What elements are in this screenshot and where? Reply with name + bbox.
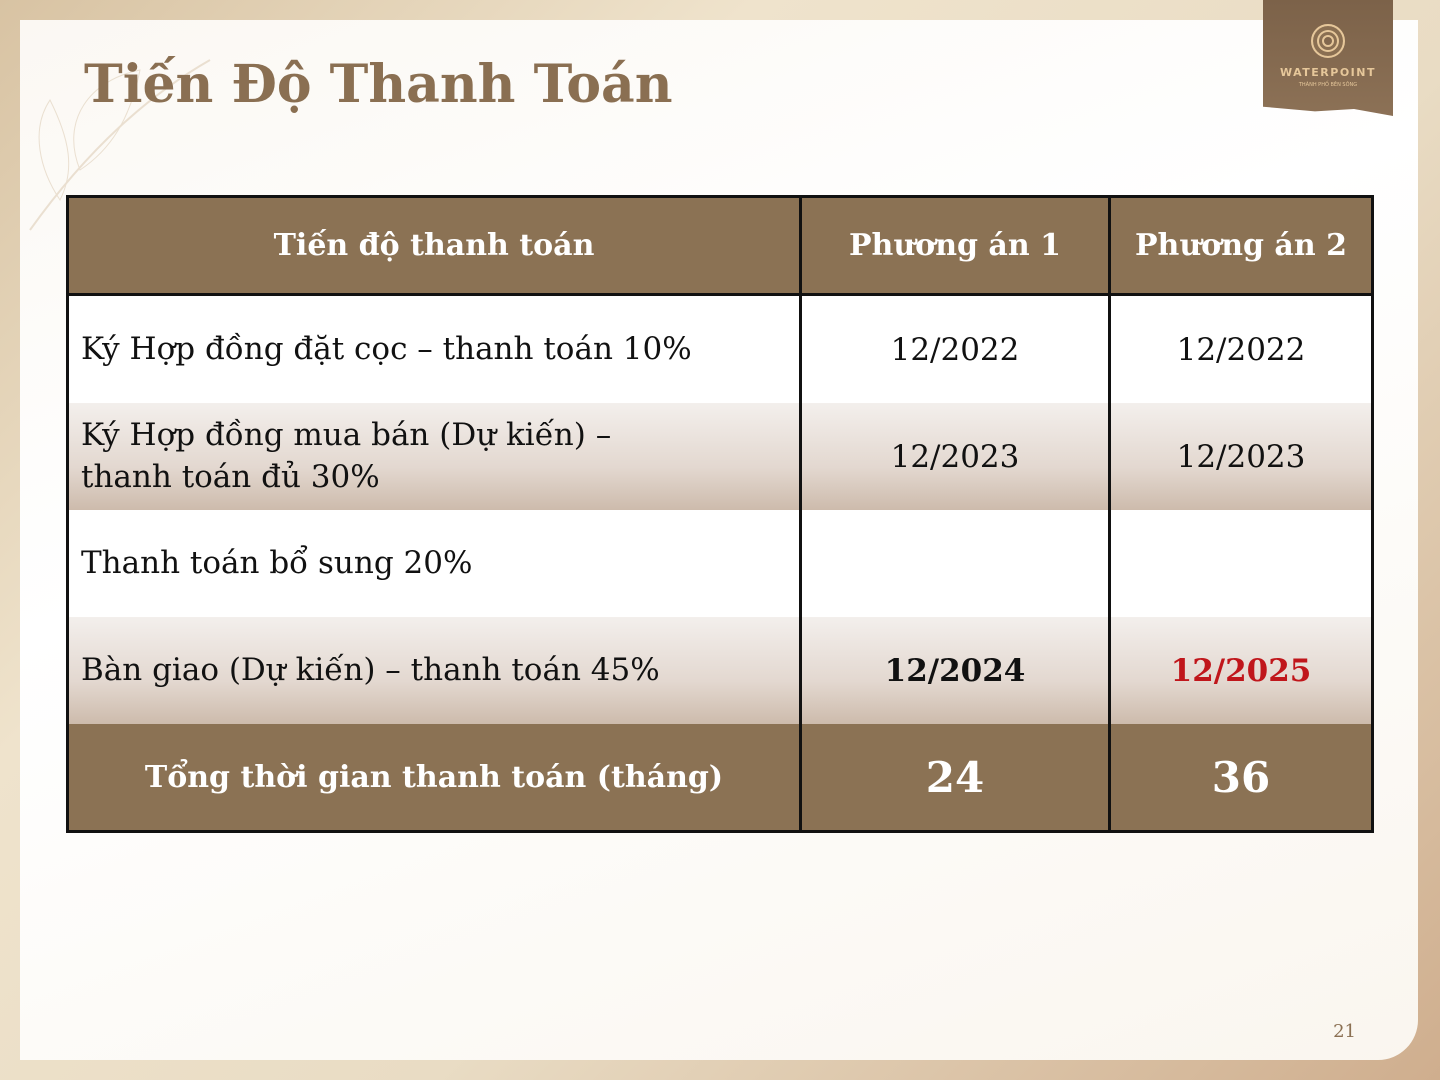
payment-schedule-table: Tiến độ thanh toán Phương án 1 Phương án… <box>66 195 1374 833</box>
row-label: Ký Hợp đồng đặt cọc – thanh toán 10% <box>67 294 801 403</box>
total-option-1: 24 <box>799 724 1110 832</box>
table-row: Bàn giao (Dự kiến) – thanh toán 45% 12/2… <box>67 617 1373 724</box>
waterpoint-logo: WATERPOINT THÀNH PHỐ BÊN SÔNG <box>1263 0 1393 116</box>
table-row: Ký Hợp đồng mua bán (Dự kiến) – thanh to… <box>67 403 1373 510</box>
option-2-value <box>1108 510 1373 617</box>
row-label: Thanh toán bổ sung 20% <box>67 510 801 617</box>
option-1-value: 12/2022 <box>799 294 1110 403</box>
page-title: Tiến Độ Thanh Toán <box>84 54 673 115</box>
total-option-2: 36 <box>1108 724 1373 832</box>
row-label: Ký Hợp đồng mua bán (Dự kiến) – thanh to… <box>67 403 801 510</box>
leaf-decoration-icon <box>29 59 211 231</box>
option-1-value: 12/2023 <box>799 403 1110 510</box>
table-row: Thanh toán bổ sung 20% <box>67 510 1373 617</box>
logo-tagline: THÀNH PHỐ BÊN SÔNG <box>1298 82 1358 88</box>
option-2-value: 12/2022 <box>1108 294 1373 403</box>
logo-name: WATERPOINT <box>1279 66 1376 79</box>
option-1-value <box>799 510 1110 617</box>
page-number: 21 <box>1333 1021 1356 1042</box>
table-row: Ký Hợp đồng đặt cọc – thanh toán 10% 12/… <box>67 294 1373 403</box>
table-total-row: Tổng thời gian thanh toán (tháng) 24 36 <box>67 724 1373 832</box>
row-label: Bàn giao (Dự kiến) – thanh toán 45% <box>67 617 801 724</box>
option-1-value: 12/2024 <box>799 617 1110 724</box>
ring-logo-icon <box>1311 24 1345 58</box>
header-schedule: Tiến độ thanh toán <box>67 196 801 296</box>
table-header-row: Tiến độ thanh toán Phương án 1 Phương án… <box>67 196 1373 296</box>
option-2-value: 12/2023 <box>1108 403 1373 510</box>
header-option-1: Phương án 1 <box>799 196 1110 296</box>
total-label: Tổng thời gian thanh toán (tháng) <box>67 724 801 832</box>
option-2-value: 12/2025 <box>1108 617 1373 724</box>
header-option-2: Phương án 2 <box>1108 196 1373 296</box>
